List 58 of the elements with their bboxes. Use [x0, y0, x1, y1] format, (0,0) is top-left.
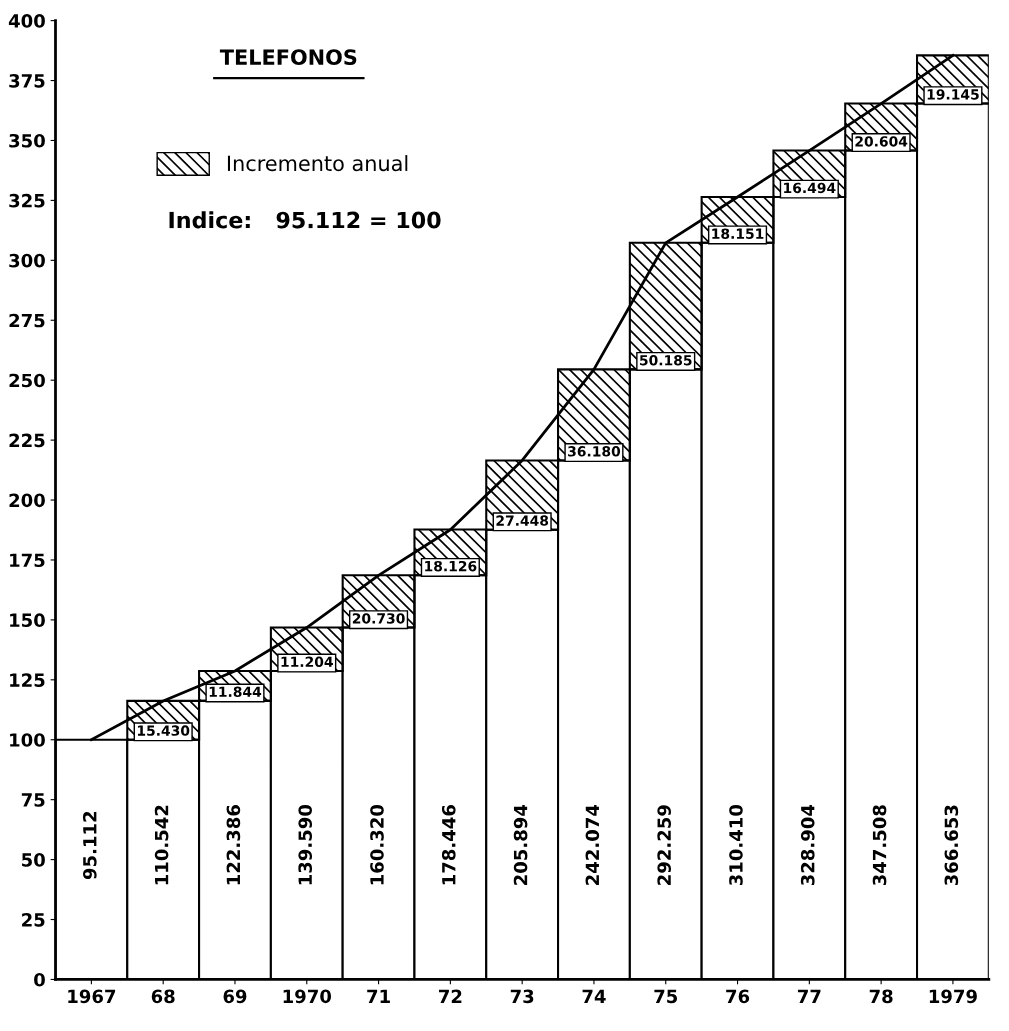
- annotation: 50.185: [640, 355, 692, 366]
- y-tick-label: 150: [10, 613, 45, 628]
- x-tick-label: 72: [439, 989, 462, 1003]
- x-tick-label: 69: [223, 989, 247, 1004]
- y-tick-label: 400: [8, 14, 45, 28]
- annotation: 110.542: [154, 805, 169, 885]
- annotation: 27.448: [496, 515, 549, 526]
- y-tick-label: 0: [34, 972, 45, 987]
- y-tick-label: 325: [9, 193, 45, 208]
- x-tick-label: 74: [582, 989, 606, 1003]
- y-tick-label: 25: [22, 912, 45, 927]
- x-tick-label: 78: [869, 989, 893, 1004]
- annotation: 328.904: [800, 804, 815, 886]
- annotation: 205.894: [513, 804, 528, 885]
- y-tick-label: 275: [9, 313, 45, 328]
- x-tick-label: 71: [367, 989, 390, 1003]
- annotation: Indice: 95.112 = 100: [169, 211, 441, 229]
- annotation: 18.126: [425, 560, 477, 572]
- annotation: 160.320: [370, 804, 384, 885]
- y-tick-label: 200: [9, 493, 45, 508]
- annotation: 122.386: [226, 805, 241, 885]
- annotation: 292.259: [657, 805, 671, 885]
- annotation: 310.410: [729, 804, 743, 886]
- x-tick-label: 73: [510, 989, 534, 1004]
- y-tick-label: 75: [21, 793, 45, 807]
- annotation: 366.653: [944, 805, 959, 886]
- x-tick-label: 1979: [929, 989, 977, 1004]
- y-tick-label: 125: [10, 673, 45, 687]
- y-tick-label: 50: [22, 853, 45, 867]
- y-tick-label: 225: [9, 433, 45, 448]
- text: TELEFONOS: [219, 49, 357, 66]
- x-tick-label: 68: [151, 989, 175, 1004]
- annotation: 11.204: [281, 656, 333, 668]
- y-tick-label: 250: [9, 373, 45, 388]
- annotation: 15.430: [137, 725, 190, 736]
- annotation: 20.604: [855, 136, 908, 147]
- annotation: 16.494: [784, 182, 836, 194]
- y-tick-label: 175: [10, 553, 45, 568]
- y-tick-label: 300: [9, 253, 45, 268]
- x-tick-label: 1967: [68, 989, 116, 1004]
- annotation: 178.446: [441, 805, 456, 885]
- annotation: 95.112: [82, 811, 97, 880]
- annotation: 242.074: [585, 804, 600, 885]
- x-tick-label: 75: [654, 989, 678, 1004]
- annotation: 36.180: [568, 446, 621, 457]
- y-tick-label: 100: [10, 733, 45, 747]
- annotation: 139.590: [298, 804, 313, 885]
- annotation: 18.151: [712, 228, 764, 239]
- annotation: 19.145: [927, 89, 979, 100]
- x-tick-label: 76: [726, 989, 750, 1004]
- annotation: 11.844: [209, 686, 262, 698]
- y-tick-label: 350: [9, 133, 45, 148]
- y-tick-label: 375: [9, 74, 45, 88]
- annotation: 20.730: [352, 613, 405, 624]
- x-tick-label: 1970: [283, 989, 332, 1004]
- annotation: 347.508: [872, 805, 887, 886]
- legend-label: Incremento anual: [227, 155, 408, 172]
- x-tick-label: 77: [797, 989, 821, 1003]
